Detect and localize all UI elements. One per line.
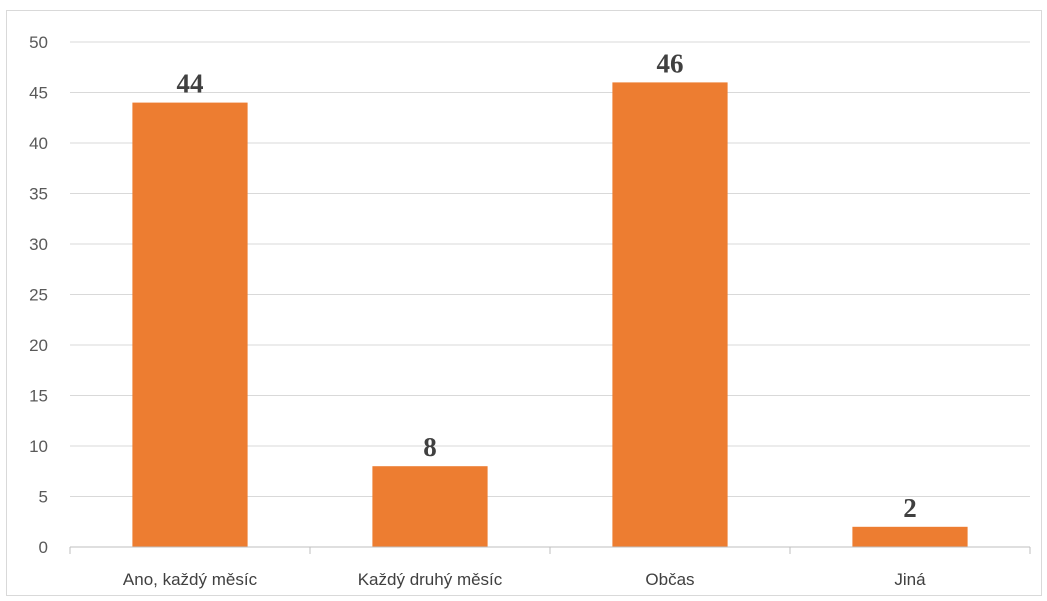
x-axis: Ano, každý měsíc Každý druhý měsíc Občas Ji… (69, 546, 1031, 589)
bar (852, 526, 968, 547)
data-label: 2 (903, 493, 917, 523)
data-label: 8 (423, 432, 437, 462)
y-tick-label: 35 (29, 185, 48, 204)
x-category-label: Každý druhý měsíc (358, 570, 503, 589)
y-tick-label: 20 (29, 336, 48, 355)
bar (132, 102, 248, 547)
y-tick-label: 0 (39, 538, 48, 557)
bar (612, 82, 728, 548)
bars (132, 82, 968, 548)
y-tick-label: 40 (29, 134, 48, 153)
y-tick-label: 30 (29, 235, 48, 254)
x-category-label: Jiná (894, 570, 926, 589)
x-category-label: Občas (645, 570, 694, 589)
y-tick-label: 15 (29, 387, 48, 406)
y-tick-label: 5 (39, 488, 48, 507)
data-label: 46 (657, 48, 684, 78)
y-tick-label: 10 (29, 437, 48, 456)
x-category-label: Ano, každý měsíc (123, 570, 258, 589)
y-tick-label: 45 (29, 84, 48, 103)
y-tick-label: 50 (29, 33, 48, 52)
bar (372, 466, 488, 547)
data-labels: 44 8 46 2 (177, 48, 917, 522)
data-label: 44 (177, 69, 204, 99)
y-axis-ticks: 0 5 10 15 20 25 30 35 40 45 50 (29, 33, 48, 557)
y-tick-label: 25 (29, 286, 48, 305)
